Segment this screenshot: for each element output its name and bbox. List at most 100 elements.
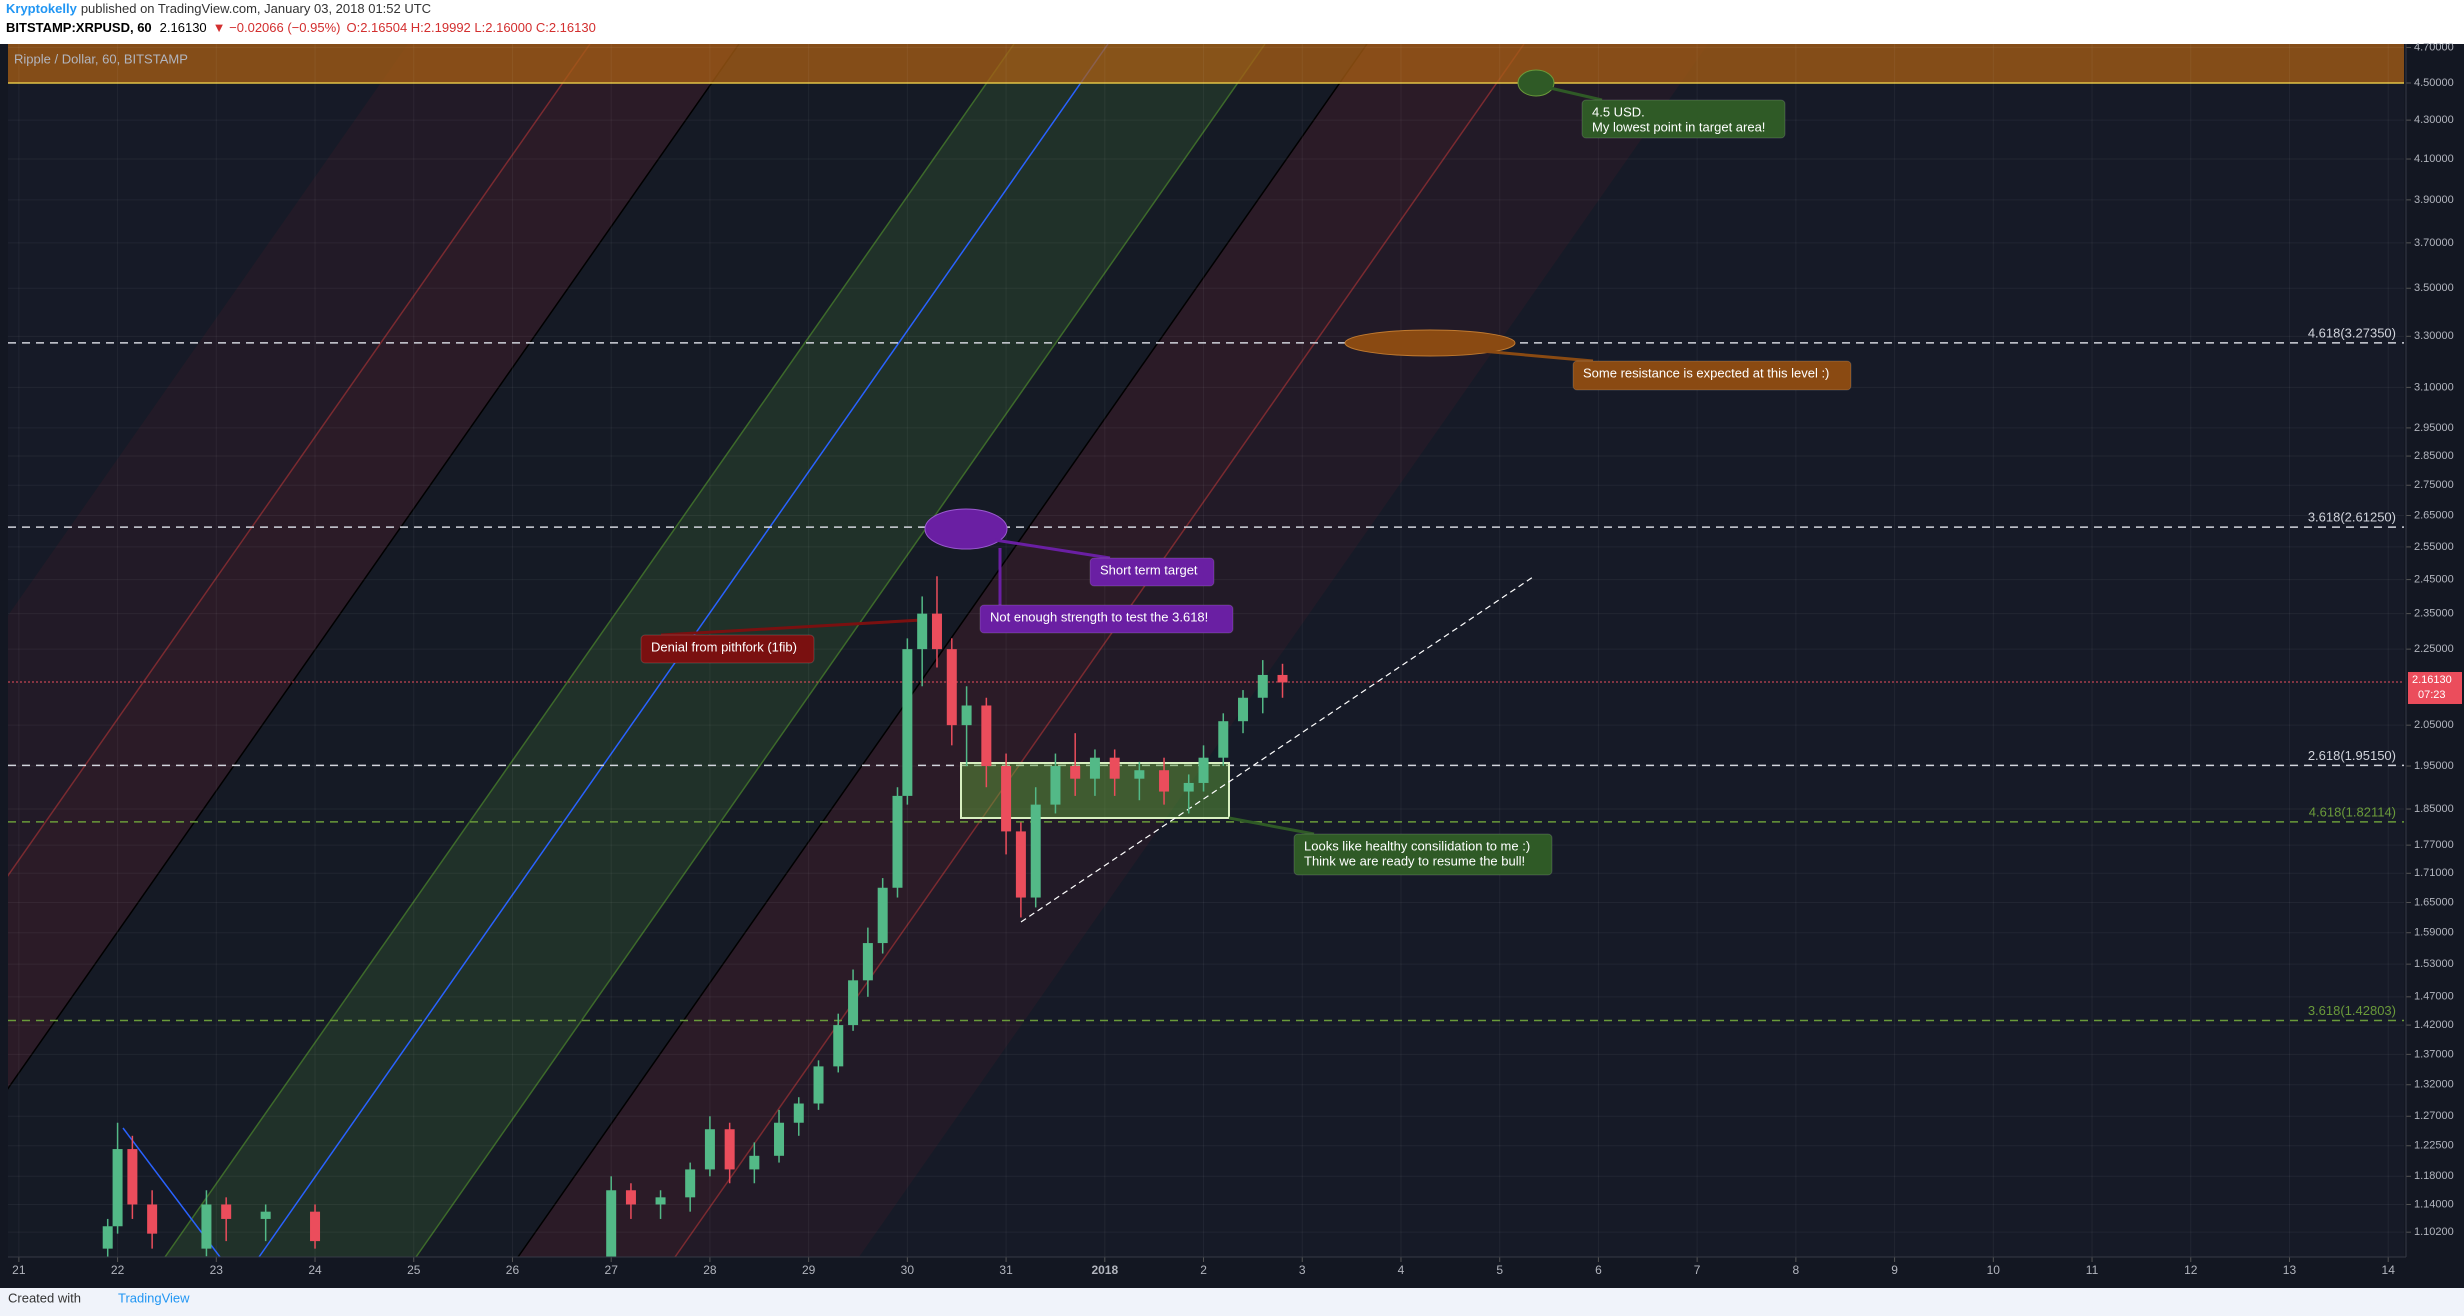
y-tick-label: 2.25000: [2414, 643, 2454, 655]
candle-body: [1070, 766, 1081, 779]
pitchfork: [8, 44, 2404, 1257]
candle-body: [1238, 697, 1249, 722]
candle-body: [1257, 674, 1268, 698]
marker-ellipse: [1517, 69, 1555, 97]
y-tick-label: 3.50000: [2414, 282, 2454, 294]
candle-body: [848, 980, 859, 1026]
y-tick-label: 4.70000: [2414, 41, 2454, 53]
y-tick-label: 2.35000: [2414, 608, 2454, 620]
y-tick-label: 4.10000: [2414, 153, 2454, 165]
candle-body: [221, 1204, 232, 1219]
ohlc: O:2.16504 H:2.19992 L:2.16000 C:2.16130: [346, 20, 595, 35]
candle-body: [1277, 674, 1288, 683]
callout-box: [640, 634, 815, 664]
candle-body: [310, 1211, 321, 1242]
y-tick-label: 1.22500: [2414, 1140, 2454, 1152]
candle-body: [793, 1103, 804, 1123]
y-tick-label: 3.70000: [2414, 237, 2454, 249]
callout-box: [1581, 99, 1786, 139]
legend: Ripple / Dollar, 60, BITSTAMP: [14, 51, 188, 66]
header-line-2: BITSTAMP:XRPUSD, 60 2.16130 ▼ −0.02066 (−0…: [6, 20, 596, 35]
x-tick-label: 10: [1987, 1263, 2001, 1277]
symbol: BITSTAMP:XRPUSD, 60: [6, 20, 152, 35]
fib-level-label: 2.618(1.95150): [2308, 748, 2396, 763]
callout-text: Think we are ready to resume the bull!: [1304, 853, 1525, 868]
candle-body: [1001, 766, 1012, 832]
callout-pointer: [1469, 348, 1594, 363]
y-tick-label: 1.18000: [2414, 1170, 2454, 1182]
x-tick-label: 13: [2283, 1263, 2297, 1277]
y-tick-label: 1.65000: [2414, 896, 2454, 908]
candle-body: [606, 1190, 617, 1257]
pitchfork-band: [416, 44, 1367, 1257]
x-tick-label: 28: [703, 1263, 717, 1277]
callout-text: Not enough strength to test the 3.618!: [990, 609, 1208, 624]
y-tick-label: 1.71000: [2414, 867, 2454, 879]
x-tick-label: 24: [308, 1263, 322, 1277]
x-tick-label: 21: [12, 1263, 26, 1277]
price-tag-label: 2.16130: [2412, 674, 2452, 686]
candle-body: [685, 1169, 696, 1198]
candle-body: [917, 613, 928, 650]
x-tick-label: 2018: [1091, 1263, 1118, 1277]
callout-text: Some resistance is expected at this leve…: [1583, 365, 1829, 380]
y-tick-label: 4.30000: [2414, 114, 2454, 126]
last-price: 2.16130: [160, 20, 207, 35]
candle-body: [201, 1204, 212, 1249]
x-tick-label: 3: [1299, 1263, 1306, 1277]
header-line-1: Kryptokelly published on TradingView.com,…: [6, 1, 431, 16]
pitchfork-band: [518, 44, 1524, 1257]
x-tick-label: 27: [605, 1263, 619, 1277]
y-tick-label: 1.53000: [2414, 958, 2454, 970]
trendline: [1020, 576, 1534, 923]
change: ▼ −0.02066 (−0.95%): [213, 20, 341, 35]
fib-level-label: 4.618(3.27350): [2308, 325, 2396, 340]
pitchfork-line: [8, 44, 740, 1090]
y-tick-label: 2.05000: [2414, 719, 2454, 731]
x-tick-label: 7: [1694, 1263, 1701, 1277]
y-tick-label: 2.65000: [2414, 509, 2454, 521]
candle-body: [1109, 757, 1120, 779]
marker-ellipse: [924, 508, 1008, 550]
candles: [102, 576, 1288, 1257]
candle-body: [833, 1025, 844, 1067]
y-tick-label: 1.59000: [2414, 927, 2454, 939]
callout-box: [1293, 833, 1553, 876]
callout-text: 4.5 USD.: [1592, 104, 1645, 119]
candle-body: [981, 705, 992, 767]
candle-body: [1159, 770, 1170, 792]
pitchfork-line: [8, 44, 591, 877]
y-tick-label: 1.47000: [2414, 991, 2454, 1003]
candle-body: [749, 1155, 760, 1170]
x-tick-label: 5: [1496, 1263, 1503, 1277]
x-tick-label: 26: [506, 1263, 520, 1277]
pitchfork-line: [674, 44, 1525, 1257]
callout-box: [979, 604, 1234, 634]
y-tick-label: 3.30000: [2414, 330, 2454, 342]
y-tick-label: 1.95000: [2414, 760, 2454, 772]
candle-body: [1089, 757, 1100, 779]
pitchfork-band: [8, 44, 1014, 1257]
pitchfork-line: [517, 44, 1368, 1257]
x-tick-label: 4: [1398, 1263, 1405, 1277]
y-tick-label: 2.75000: [2414, 479, 2454, 491]
x-tick-label: 30: [901, 1263, 915, 1277]
y-tick-label: 3.10000: [2414, 381, 2454, 393]
candle-body: [1030, 804, 1041, 898]
y-tick-label: 4.50000: [2414, 77, 2454, 89]
callout-pointer: [660, 618, 923, 637]
candle-body: [946, 649, 957, 726]
published: published on TradingView.com, January 03…: [81, 1, 431, 16]
x-tick-label: 22: [111, 1263, 125, 1277]
y-tick-label: 2.95000: [2414, 422, 2454, 434]
candle-body: [892, 795, 903, 888]
fib-level-label: 3.618(2.61250): [2308, 510, 2396, 525]
candle-body: [774, 1122, 785, 1156]
footer-created: Created with: [8, 1290, 81, 1305]
y-tick-label: 1.10200: [2414, 1226, 2454, 1238]
candle-body: [260, 1211, 271, 1219]
header-bar: [0, 0, 2464, 44]
author: Kryptokelly: [6, 1, 78, 16]
